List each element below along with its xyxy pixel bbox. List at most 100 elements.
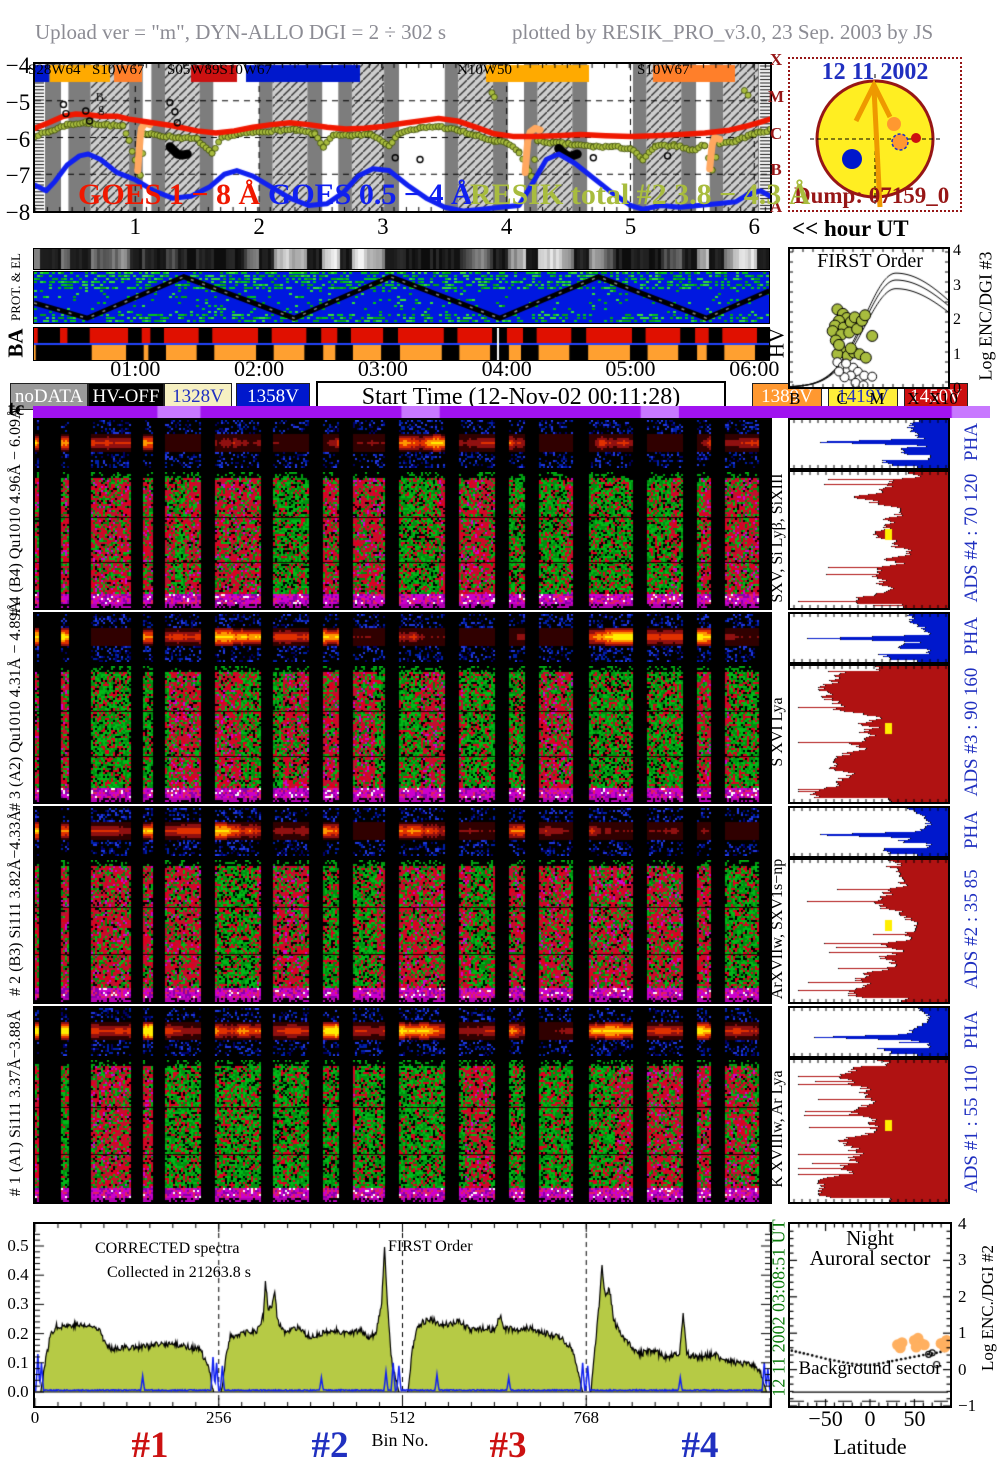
ba-label: BA	[3, 328, 28, 358]
collection-time-note: Collected in 21263.8 s	[107, 1264, 251, 1281]
spectrogram-image-det3	[33, 664, 772, 804]
corrected-spectra-note: CORRECTED spectra	[95, 1240, 240, 1257]
tick-label: S10W67	[92, 62, 145, 78]
ba-hv-strip	[33, 327, 770, 361]
det3-wavelength-label: # 3 (A2) Qu1010 4.31Å − 4.89Å	[7, 601, 24, 811]
pha-histogram-det2	[788, 806, 950, 858]
tick-label: −5	[5, 89, 31, 115]
tick-label: M	[767, 86, 785, 106]
tick-label: C	[836, 389, 848, 408]
tick-label: 3	[377, 214, 389, 239]
ads-histogram-det1	[788, 1058, 950, 1204]
det3-line-ids-label: S XVI Lya	[769, 697, 786, 767]
det2-line-ids-label: ArXVIIw, SXV1s−np	[769, 858, 786, 1000]
tick-label: −8	[5, 200, 31, 225]
tick-label: #1	[131, 1425, 169, 1466]
tick-label: 0	[30, 1408, 40, 1427]
night-title: Night	[846, 1226, 894, 1250]
sunspot-red	[911, 133, 921, 143]
tick-label: 1	[958, 1323, 967, 1343]
tick-label: 50	[903, 1406, 926, 1431]
tick-label: X	[907, 389, 920, 408]
tick-label: 512	[389, 1408, 416, 1427]
tick-label: 0	[864, 1406, 876, 1431]
det2-wavelength-label: # 2 (B3) Si111 3.82Å−4.33Å	[7, 810, 24, 996]
bin-no-axis-label: Bin No.	[371, 1430, 429, 1450]
tick-label: X10	[928, 389, 958, 408]
dump-id: Dump: 07159_0	[794, 183, 950, 208]
goes-flux-plot	[33, 62, 772, 213]
tick-label: 1	[953, 345, 961, 363]
tick-label: 1	[129, 214, 142, 239]
pha-histogram-det4	[788, 418, 950, 470]
det4-ads-label: ADS #4 : 70 120	[961, 473, 982, 603]
auroral-sector-title: Auroral sector	[809, 1246, 931, 1270]
tick-label: B	[789, 389, 801, 408]
tick-label: 0.0	[7, 1382, 29, 1401]
det1-wavelength-label: # 1 (A1) Si111 3.37Å−3.88Å	[7, 1009, 24, 1197]
det2-ads-label: ADS #2 : 35 85	[961, 869, 982, 989]
sunspot-orange-1	[887, 117, 901, 131]
spectrogram-image-det4	[33, 470, 772, 610]
solar-disk-panel: 12 11 2002 Dump: 07159_0	[788, 57, 962, 212]
corrected-spectra-plot	[33, 1222, 772, 1408]
tick-label: 0	[953, 380, 961, 397]
det1-line-ids-label: K XVIIIw, Ar Lya	[769, 1070, 786, 1188]
ads-histogram-det2	[788, 858, 950, 1004]
tick-label: S05W89S10W67	[167, 62, 272, 78]
tc-label: tc	[8, 396, 25, 420]
hour-ut-label: << hour UT	[792, 216, 909, 241]
tick-label: 03:00	[357, 356, 408, 381]
tick-label: −4	[5, 53, 31, 78]
tick-label: 2	[253, 214, 265, 239]
tick-label: #3	[489, 1425, 527, 1466]
tick-label: 3	[953, 276, 961, 294]
tick-label: 3	[958, 1250, 967, 1270]
tick-label: 0.2	[7, 1323, 29, 1343]
det4-wavelength-label: # 4 (B4) Qu1010 4.96Å − 6.09Å	[7, 407, 24, 617]
tick-label: −50	[808, 1406, 843, 1431]
det4-pha-label: PHA	[961, 422, 982, 462]
det1-pha-label: PHA	[961, 1010, 982, 1050]
det2-pha-label: PHA	[961, 810, 982, 850]
sunspot-orange-2	[891, 133, 909, 151]
spectrogram-line-det1	[33, 1006, 772, 1058]
tick-label: S28W64	[28, 62, 81, 78]
tick-label: −6	[5, 126, 31, 152]
solar-disk-graphic	[810, 74, 940, 208]
tick-label: 4	[953, 242, 961, 259]
tick-label: 2	[953, 311, 961, 328]
latitude-axis-label: Latitude	[833, 1434, 907, 1459]
tc-strip	[33, 406, 990, 418]
pha-histogram-det1	[788, 1006, 950, 1058]
proton-electron-strip	[33, 271, 770, 324]
tick-label: M	[869, 389, 885, 408]
tick-label: −1	[958, 1396, 977, 1415]
tick-label: 06:00	[729, 356, 780, 381]
det3-ads-label: ADS #3 : 90 160	[961, 667, 982, 797]
det3-pha-label: PHA	[961, 616, 982, 656]
goes-short-channel-label: GOES 0.5 − 4 Å	[268, 178, 473, 211]
legend-1358v: 1358V	[236, 383, 310, 410]
tick-label: 0.1	[7, 1352, 29, 1372]
goes-long-channel-label: GOES 1 − 8 Å	[78, 178, 261, 211]
ads-histogram-det3	[788, 664, 950, 804]
tick-label: A	[769, 197, 783, 216]
sunspot-blue	[842, 149, 862, 169]
tick-label: N10W50	[457, 62, 512, 78]
resik-total-label: RESIK total #2 3.8 − 4.3 Å	[470, 178, 811, 211]
pointer-arrow	[871, 88, 883, 208]
tick-label: 2	[958, 1286, 967, 1306]
tick-label: 02:00	[234, 356, 285, 381]
background-sector-label: Background sector	[798, 1358, 942, 1379]
det1-ads-label: ADS #1 : 55 110	[961, 1064, 982, 1194]
tick-label: 5	[624, 214, 637, 239]
tick-label: 4	[500, 214, 513, 239]
tick-label: B	[770, 160, 782, 180]
header-left-text: Upload ver = "m", DYN-ALLO DGI = 2 ÷ 302…	[35, 20, 447, 44]
goes-flux-canvas	[35, 64, 770, 211]
first-order-scatter-panel	[788, 247, 950, 389]
ads-histogram-det4	[788, 470, 950, 610]
tick-label: 768	[573, 1408, 600, 1427]
